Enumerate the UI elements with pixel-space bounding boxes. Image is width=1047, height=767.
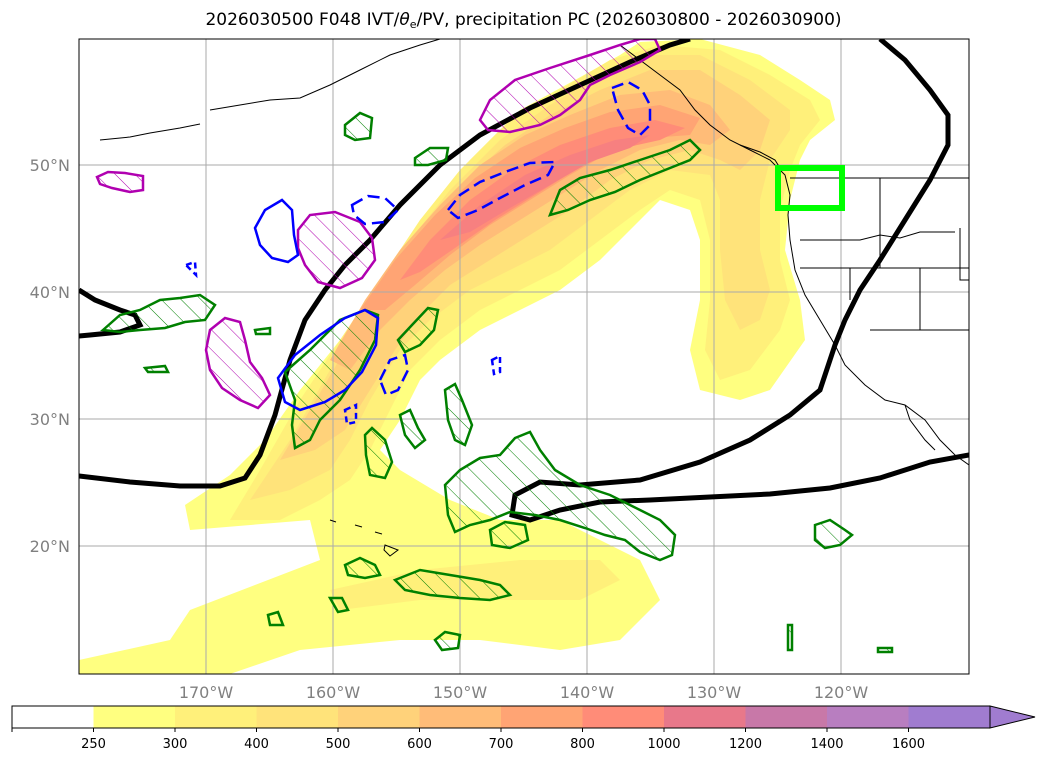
map-border	[78, 38, 970, 675]
blue-dash-6	[343, 403, 358, 426]
blue-dash-7	[183, 260, 198, 279]
magenta-contours	[95, 39, 662, 410]
baja-coast	[904, 404, 936, 451]
blue-dash-2	[350, 194, 400, 226]
colorbar-swatch	[12, 706, 94, 728]
colorbar-swatch	[582, 706, 665, 728]
colorbar-tick-label: 1000	[647, 737, 680, 752]
hawaii-islands	[329, 519, 400, 557]
colorbar-swatch	[256, 706, 339, 728]
highlight-region-box	[775, 165, 845, 211]
colorbar-swatch	[175, 706, 257, 728]
lat-label-50: 50°N	[30, 156, 70, 175]
colorbar-tick-label: 600	[407, 737, 432, 752]
lon-label-160: 160°W	[306, 683, 361, 702]
colorbar-tick-label: 250	[81, 737, 106, 752]
colorbar-tick-label: 400	[244, 737, 269, 752]
green-8	[443, 382, 474, 447]
lon-label-170: 170°W	[179, 683, 234, 702]
colorbar-swatch	[501, 706, 583, 728]
ivt-700	[360, 105, 700, 310]
colorbar-tick-label: 700	[489, 737, 514, 752]
green-9	[398, 408, 427, 450]
green-14	[343, 556, 382, 580]
colorbar-tick-label: 500	[326, 737, 351, 752]
lat-label-20: 20°N	[30, 537, 70, 556]
lon-label-150: 150°W	[433, 683, 488, 702]
green-18	[142, 364, 171, 374]
green-21	[786, 623, 794, 652]
blue-dash-1	[446, 160, 558, 220]
green-1	[343, 111, 374, 142]
figure-title: 2026030500 F048 IVT/θe/PV, precipitation…	[205, 10, 842, 31]
contour-c	[509, 39, 969, 523]
magenta-west	[95, 170, 145, 194]
colorbar-tick-label: 1400	[810, 737, 843, 752]
colorbar-swatch	[664, 706, 746, 728]
ivt-300	[230, 45, 820, 610]
green-6	[396, 306, 440, 354]
green-7	[363, 426, 394, 480]
ivt-800	[400, 120, 685, 280]
lat-labels: 50°N 40°N 30°N 20°N	[30, 156, 70, 556]
alaska-coast	[209, 39, 441, 111]
colorbar-tick-label: 1200	[729, 737, 762, 752]
lon-label-120: 120°W	[814, 683, 869, 702]
blue-contours	[183, 80, 652, 426]
green-11	[488, 520, 530, 550]
colorbar-extend-arrow	[989, 705, 1036, 729]
green-10	[443, 430, 677, 562]
colorbar-swatch	[338, 706, 420, 728]
colorbar: 250 300 400 500 600 700 800 1000 1200 1400 1600	[11, 705, 1036, 752]
blue-dash-5	[490, 353, 502, 376]
lon-labels: 170°W 160°W 150°W 140°W 130°W 120°W	[179, 683, 869, 702]
magenta-north	[478, 39, 662, 134]
colorbar-swatch	[419, 706, 502, 728]
green-3	[100, 293, 217, 334]
coastlines	[99, 39, 969, 557]
magenta-south	[204, 316, 272, 410]
blue-solid-1	[253, 198, 300, 264]
blue-solid-2	[276, 308, 380, 412]
ivt-1000	[440, 135, 650, 240]
lon-label-140: 140°W	[560, 683, 615, 702]
colorbar-swatch	[93, 706, 176, 728]
green-4	[547, 138, 702, 217]
green-contours	[100, 111, 894, 654]
green-13	[813, 518, 855, 550]
green-20	[876, 646, 894, 654]
green-15	[327, 596, 350, 614]
lon-label-130: 130°W	[687, 683, 742, 702]
green-12	[392, 568, 513, 602]
lat-label-30: 30°N	[30, 410, 70, 429]
lat-label-40: 40°N	[30, 283, 70, 302]
green-17	[433, 630, 462, 652]
green-16	[266, 610, 285, 627]
magenta-center	[296, 210, 377, 290]
vancouver-island	[739, 144, 781, 169]
colorbar-tick-label: 800	[570, 737, 595, 752]
aleutians	[99, 123, 201, 141]
colorbar-swatch	[908, 706, 991, 728]
green-2	[413, 146, 450, 167]
blue-dash-4	[378, 353, 410, 397]
colorbar-swatch	[827, 706, 909, 728]
colorbar-swatch	[745, 706, 828, 728]
green-19	[253, 326, 272, 336]
colorbar-tick-label: 300	[163, 737, 188, 752]
colorbar-tick-label: 1600	[892, 737, 925, 752]
blue-dash-3	[610, 80, 652, 137]
state-borders	[800, 178, 969, 331]
